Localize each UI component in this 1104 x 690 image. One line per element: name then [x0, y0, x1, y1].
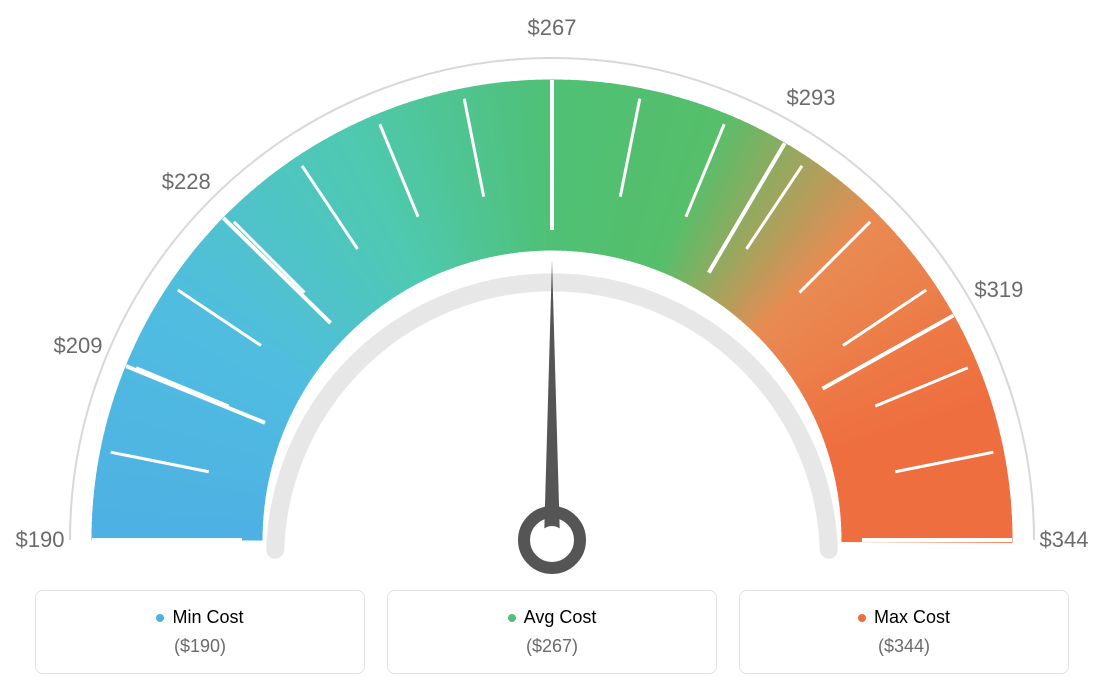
gauge-tick-label: $344 [1040, 527, 1089, 553]
gauge-tick-label: $319 [974, 277, 1023, 303]
gauge-tick-label: $209 [53, 333, 102, 359]
legend-label-avg: Avg Cost [524, 607, 597, 628]
legend-value-min: ($190) [174, 636, 226, 657]
gauge-tick-label: $267 [528, 15, 577, 41]
legend-card-avg: Avg Cost ($267) [387, 590, 717, 674]
gauge-chart: $190$209$228$267$293$319$344 [22, 20, 1082, 580]
legend-label-min: Min Cost [172, 607, 243, 628]
gauge-tick-label: $293 [787, 85, 836, 111]
gauge-tick-label: $190 [16, 527, 65, 553]
legend-value-avg: ($267) [526, 636, 578, 657]
legend-dot-min [156, 614, 164, 622]
legend-value-max: ($344) [878, 636, 930, 657]
gauge-tick-label: $228 [162, 169, 211, 195]
legend-dot-avg [508, 614, 516, 622]
legend-label-max: Max Cost [874, 607, 950, 628]
legend-card-min: Min Cost ($190) [35, 590, 365, 674]
legend-dot-max [858, 614, 866, 622]
legend-row: Min Cost ($190) Avg Cost ($267) Max Cost… [35, 590, 1069, 674]
legend-card-max: Max Cost ($344) [739, 590, 1069, 674]
